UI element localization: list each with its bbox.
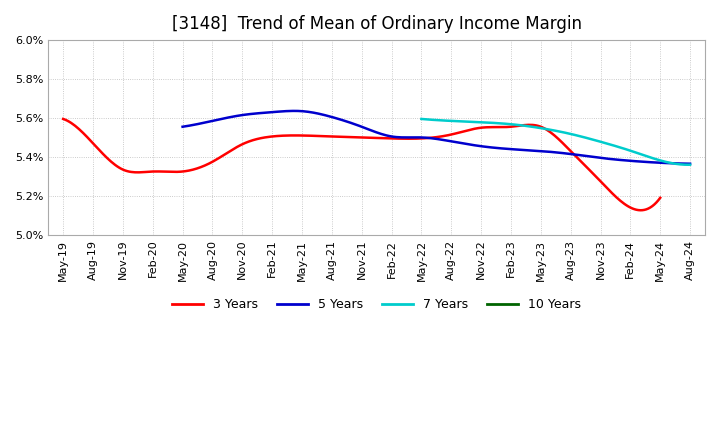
Title: [3148]  Trend of Mean of Ordinary Income Margin: [3148] Trend of Mean of Ordinary Income … (171, 15, 582, 33)
Legend: 3 Years, 5 Years, 7 Years, 10 Years: 3 Years, 5 Years, 7 Years, 10 Years (167, 293, 586, 316)
